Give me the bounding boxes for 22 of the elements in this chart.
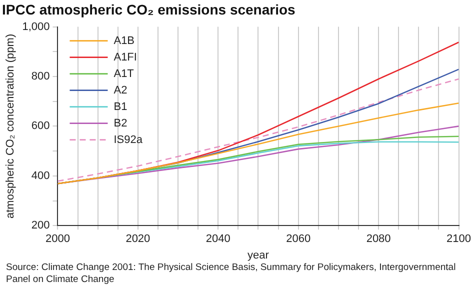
y-tick-label: 200 [31,220,50,232]
x-axis-title: year [248,249,270,262]
x-tick-label: 2020 [126,233,150,246]
legend-label: IS92a [114,134,144,146]
legend-label: A1T [114,68,134,80]
x-tick-label: 2080 [366,233,391,246]
y-tick-label: 1,000 [22,20,50,33]
source-note: Source: Climate Change 2001: The Physical Science Basis, Summary for Policymakers, Intergovernmental Panel on Climate Change [5,262,457,286]
legend-label: A1B [114,34,135,47]
x-tick-label: 2040 [206,233,230,246]
y-tick-label: 800 [31,70,50,83]
legend-label: B2 [114,117,128,130]
x-tick-label: 2100 [446,233,472,246]
x-tick-label: 2060 [286,233,311,246]
legend-label: B1 [114,100,128,113]
legend-label: A2 [114,84,128,96]
chart-title: IPCC atmospheric CO₂ emissions scenarios [2,1,296,18]
legend-label: A1FI [114,51,137,64]
y-tick-label: 400 [31,170,50,182]
y-axis-title: atmospheric CO₂ concentration (ppm) [4,34,17,219]
x-tick-label: 2000 [45,233,70,246]
y-tick-label: 600 [31,120,50,132]
